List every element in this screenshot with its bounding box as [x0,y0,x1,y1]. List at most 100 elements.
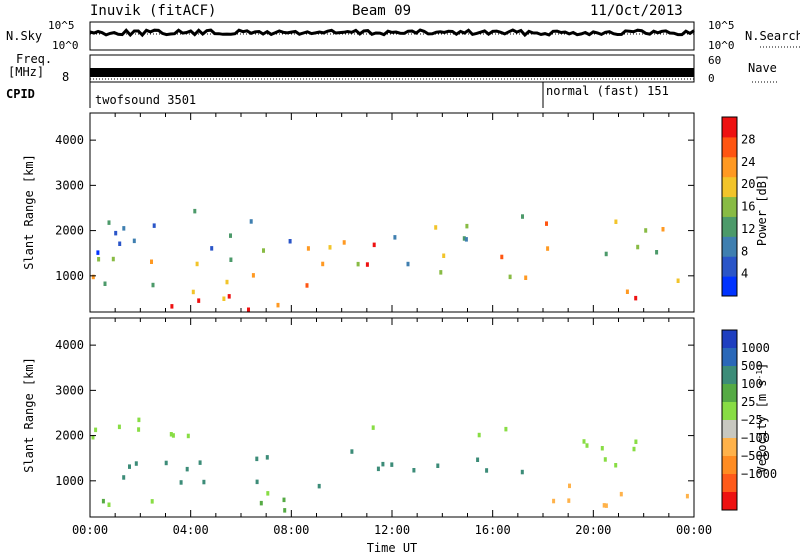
data-cell [477,432,481,438]
nave-tick-low: 0 [708,72,715,85]
power-panel: 1000 2000 3000 4000 Slant Range [km] [22,112,695,313]
data-cell [96,250,100,255]
data-cell [111,256,115,262]
velocity-panel: 1000 2000 3000 4000 Slant Range [km] [22,317,695,518]
x-tick-label: 20:00 [575,523,611,537]
data-cell [661,227,665,232]
colorbar-segment [722,156,737,178]
nsky-panel: N.Sky 10^5 10^0 10^5 10^0 N.Search [6,19,800,52]
colorbar-segment [722,236,737,257]
data-cell [101,498,105,504]
colorbar-segment [722,176,737,198]
data-cell [500,254,504,260]
data-cell [365,262,369,267]
data-cell [193,208,197,214]
power-data [91,208,680,312]
data-cell [508,274,512,280]
cpid-label: CPID [6,87,35,101]
data-cell [117,424,121,430]
nsky-trace [89,28,695,38]
data-cell [350,449,354,454]
data-cell [128,464,131,469]
data-cell [276,302,280,308]
y-tick-label: 3000 [55,178,84,192]
colorbar-tick-label: −500 [741,449,770,463]
data-cell [390,462,394,467]
data-cell [186,433,190,439]
data-cell [356,261,360,267]
data-cell [604,503,608,508]
y-tick-label: 1000 [55,269,84,283]
data-cell [381,461,385,467]
power-ylabel: Slant Range [km] [22,154,36,270]
data-cell [150,499,154,504]
data-cell [434,225,438,230]
data-cell [249,219,253,224]
data-cell [342,240,346,245]
data-cell [685,493,689,499]
colorbar-segment [722,420,737,439]
cpid-second: normal (fast) 151 [546,84,669,98]
data-cell [91,274,95,280]
x-tick-label: 04:00 [173,523,209,537]
x-tick-label: 00:00 [72,523,108,537]
data-cell [636,244,640,250]
data-cell [103,281,107,286]
colorbar-segment [722,348,737,367]
data-cell [114,230,118,236]
data-cell [439,270,443,275]
data-cell [229,233,232,238]
data-cell [317,483,321,489]
data-cell [97,257,101,262]
colorbar-segment [722,196,737,217]
data-cell [524,275,528,280]
nsky-tick-high: 10^5 [48,19,75,32]
colorbar-segment [722,456,737,475]
data-cell [614,463,618,468]
freq-tick: 8 [62,70,69,84]
y-tick-label: 3000 [55,383,84,397]
data-cell [225,279,229,285]
data-cell [619,491,623,497]
data-cell [197,298,201,303]
colorbar-tick-label: −25 [741,413,763,427]
station-title: Inuvik (fitACF) [90,3,216,19]
data-cell [255,479,259,485]
velocity-colorbar-label: Velocity [m s-1] [755,363,769,474]
colorbar-segment [722,216,737,237]
colorbar-tick-label: 500 [741,359,763,373]
data-cell [134,461,138,466]
data-cell [118,241,122,246]
colorbar-tick-label: 8 [741,244,748,258]
data-cell [546,246,550,251]
data-cell [170,304,174,309]
data-cell [412,468,416,473]
data-cell [604,251,608,257]
data-cell [582,439,586,444]
velocity-colorbar: 1000 500 100 25 −25 −100 −500 −1000 Velocity [m… [721,329,777,511]
data-cell [137,417,141,423]
data-cell [465,223,469,229]
data-cell [568,483,571,489]
data-cell [567,498,571,503]
colorbar-tick-label: 100 [741,377,763,391]
velocity-ylabel: Slant Range [km] [22,357,36,473]
colorbar-segment [722,384,737,403]
cpid-first: twofsound 3501 [95,93,196,107]
freq-trace [90,68,694,77]
x-tick-label: 16:00 [475,523,511,537]
data-cell [107,502,111,507]
x-tick-label: 00:00 [676,523,712,537]
data-cell [169,432,173,437]
data-cell [372,242,376,248]
colorbar-segment [722,276,737,297]
colorbar-segment [722,366,737,385]
x-tick-label: 08:00 [273,523,309,537]
data-cell [625,289,629,294]
data-cell [227,294,231,299]
data-cell [122,226,126,231]
nave-label: Nave [748,61,777,75]
data-cell [521,214,524,219]
data-cell [614,219,618,224]
